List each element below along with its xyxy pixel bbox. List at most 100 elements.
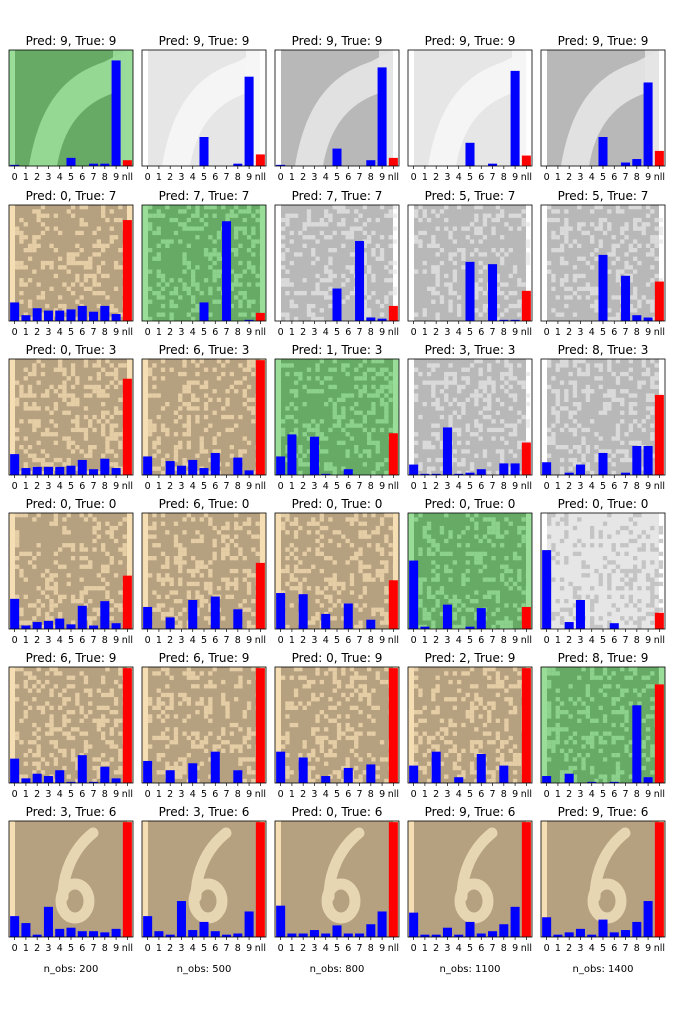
nll-bar bbox=[389, 158, 398, 166]
x-tick-label: 8 bbox=[634, 327, 640, 338]
x-tick-label: 7 bbox=[91, 481, 97, 492]
prob-bar bbox=[143, 916, 152, 937]
prob-bar bbox=[321, 614, 330, 629]
x-tick-label: 1 bbox=[422, 327, 428, 338]
prob-bar bbox=[222, 221, 231, 321]
x-tick-label: 3 bbox=[577, 172, 583, 183]
prob-bar bbox=[576, 465, 585, 475]
x-tick-label: 8 bbox=[634, 635, 640, 646]
x-tick-label: 3 bbox=[444, 327, 450, 338]
x-tick-label: 3 bbox=[178, 943, 184, 954]
panel-title: Pred: 7, True: 7 bbox=[292, 189, 383, 203]
prob-bar bbox=[632, 315, 641, 321]
prob-bar bbox=[44, 621, 53, 629]
x-tick-label: 3 bbox=[178, 327, 184, 338]
thumbnail-image bbox=[9, 205, 133, 321]
prob-bar bbox=[366, 620, 375, 629]
thumbnail-image bbox=[9, 513, 133, 629]
prob-bar bbox=[66, 309, 75, 321]
x-tick-label: 5 bbox=[600, 635, 606, 646]
prob-bar bbox=[443, 928, 452, 937]
x-tick-label: nll bbox=[388, 789, 399, 800]
x-tick-label: 2 bbox=[433, 327, 439, 338]
x-tick-label: 6 bbox=[79, 943, 85, 954]
x-tick-label: 7 bbox=[623, 327, 629, 338]
x-tick-label: 3 bbox=[311, 943, 317, 954]
x-tick-label: 3 bbox=[444, 172, 450, 183]
x-tick-label: 9 bbox=[512, 327, 518, 338]
prob-bar bbox=[112, 60, 121, 166]
nll-bar bbox=[123, 220, 132, 321]
x-tick-label: nll bbox=[255, 481, 266, 492]
prob-bar bbox=[245, 470, 254, 475]
x-tick-label: 4 bbox=[456, 943, 462, 954]
prob-bar bbox=[276, 752, 285, 783]
prob-bar bbox=[78, 460, 87, 475]
prob-bar bbox=[576, 929, 585, 937]
x-tick-label: 9 bbox=[512, 481, 518, 492]
x-tick-label: 3 bbox=[45, 172, 51, 183]
x-tick-label: 4 bbox=[589, 327, 595, 338]
x-tick-label: 8 bbox=[501, 327, 507, 338]
panel-title: Pred: 0, True: 9 bbox=[292, 651, 383, 665]
x-tick-label: 9 bbox=[246, 327, 252, 338]
x-tick-label: 0 bbox=[411, 481, 417, 492]
x-tick-label: 5 bbox=[334, 635, 340, 646]
panel-title: Pred: 9, True: 6 bbox=[425, 805, 516, 819]
panel-title: Pred: 6, True: 9 bbox=[26, 651, 117, 665]
x-tick-label: nll bbox=[122, 327, 133, 338]
x-tick-label: 2 bbox=[300, 943, 306, 954]
prob-bar bbox=[66, 466, 75, 475]
prob-bar bbox=[188, 460, 197, 475]
x-tick-label: 9 bbox=[246, 943, 252, 954]
x-tick-label: 0 bbox=[544, 635, 550, 646]
nll-bar bbox=[123, 576, 132, 629]
prob-bar bbox=[644, 901, 653, 937]
x-tick-label: 4 bbox=[456, 481, 462, 492]
x-tick-label: 7 bbox=[490, 789, 496, 800]
x-tick-label: nll bbox=[255, 327, 266, 338]
x-tick-label: 1 bbox=[555, 327, 561, 338]
x-tick-label: 4 bbox=[323, 481, 329, 492]
x-tick-label: 0 bbox=[278, 327, 284, 338]
x-tick-label: 5 bbox=[68, 481, 74, 492]
x-tick-label: 3 bbox=[45, 327, 51, 338]
x-tick-label: 2 bbox=[566, 172, 572, 183]
x-tick-label: 2 bbox=[34, 789, 40, 800]
x-tick-label: 5 bbox=[68, 943, 74, 954]
nll-bar bbox=[256, 563, 265, 629]
x-tick-label: 1 bbox=[289, 943, 295, 954]
prob-bar bbox=[378, 67, 387, 166]
x-tick-label: 0 bbox=[12, 481, 18, 492]
x-tick-label: 7 bbox=[490, 635, 496, 646]
x-tick-label: 4 bbox=[323, 327, 329, 338]
thumbnail-image bbox=[408, 667, 532, 783]
x-tick-label: 6 bbox=[478, 943, 484, 954]
nll-bar bbox=[655, 395, 664, 475]
x-tick-label: 8 bbox=[368, 943, 374, 954]
x-tick-label: 1 bbox=[555, 943, 561, 954]
prob-bar bbox=[143, 607, 152, 629]
x-tick-label: 1 bbox=[289, 327, 295, 338]
x-tick-label: 2 bbox=[300, 481, 306, 492]
nll-bar bbox=[522, 822, 531, 937]
x-tick-label: 2 bbox=[300, 327, 306, 338]
x-tick-label: 2 bbox=[566, 789, 572, 800]
x-tick-label: 8 bbox=[634, 172, 640, 183]
x-tick-label: 9 bbox=[113, 172, 119, 183]
x-tick-label: 9 bbox=[512, 943, 518, 954]
x-tick-label: 3 bbox=[444, 943, 450, 954]
x-tick-label: 2 bbox=[34, 943, 40, 954]
x-tick-label: 2 bbox=[433, 635, 439, 646]
x-tick-label: 1 bbox=[422, 943, 428, 954]
prob-bar bbox=[511, 71, 520, 166]
x-tick-label: 8 bbox=[368, 172, 374, 183]
x-tick-label: 7 bbox=[490, 327, 496, 338]
prob-bar bbox=[499, 924, 508, 937]
prob-bar bbox=[66, 928, 75, 937]
x-tick-label: 5 bbox=[600, 172, 606, 183]
prob-bar bbox=[344, 603, 353, 629]
